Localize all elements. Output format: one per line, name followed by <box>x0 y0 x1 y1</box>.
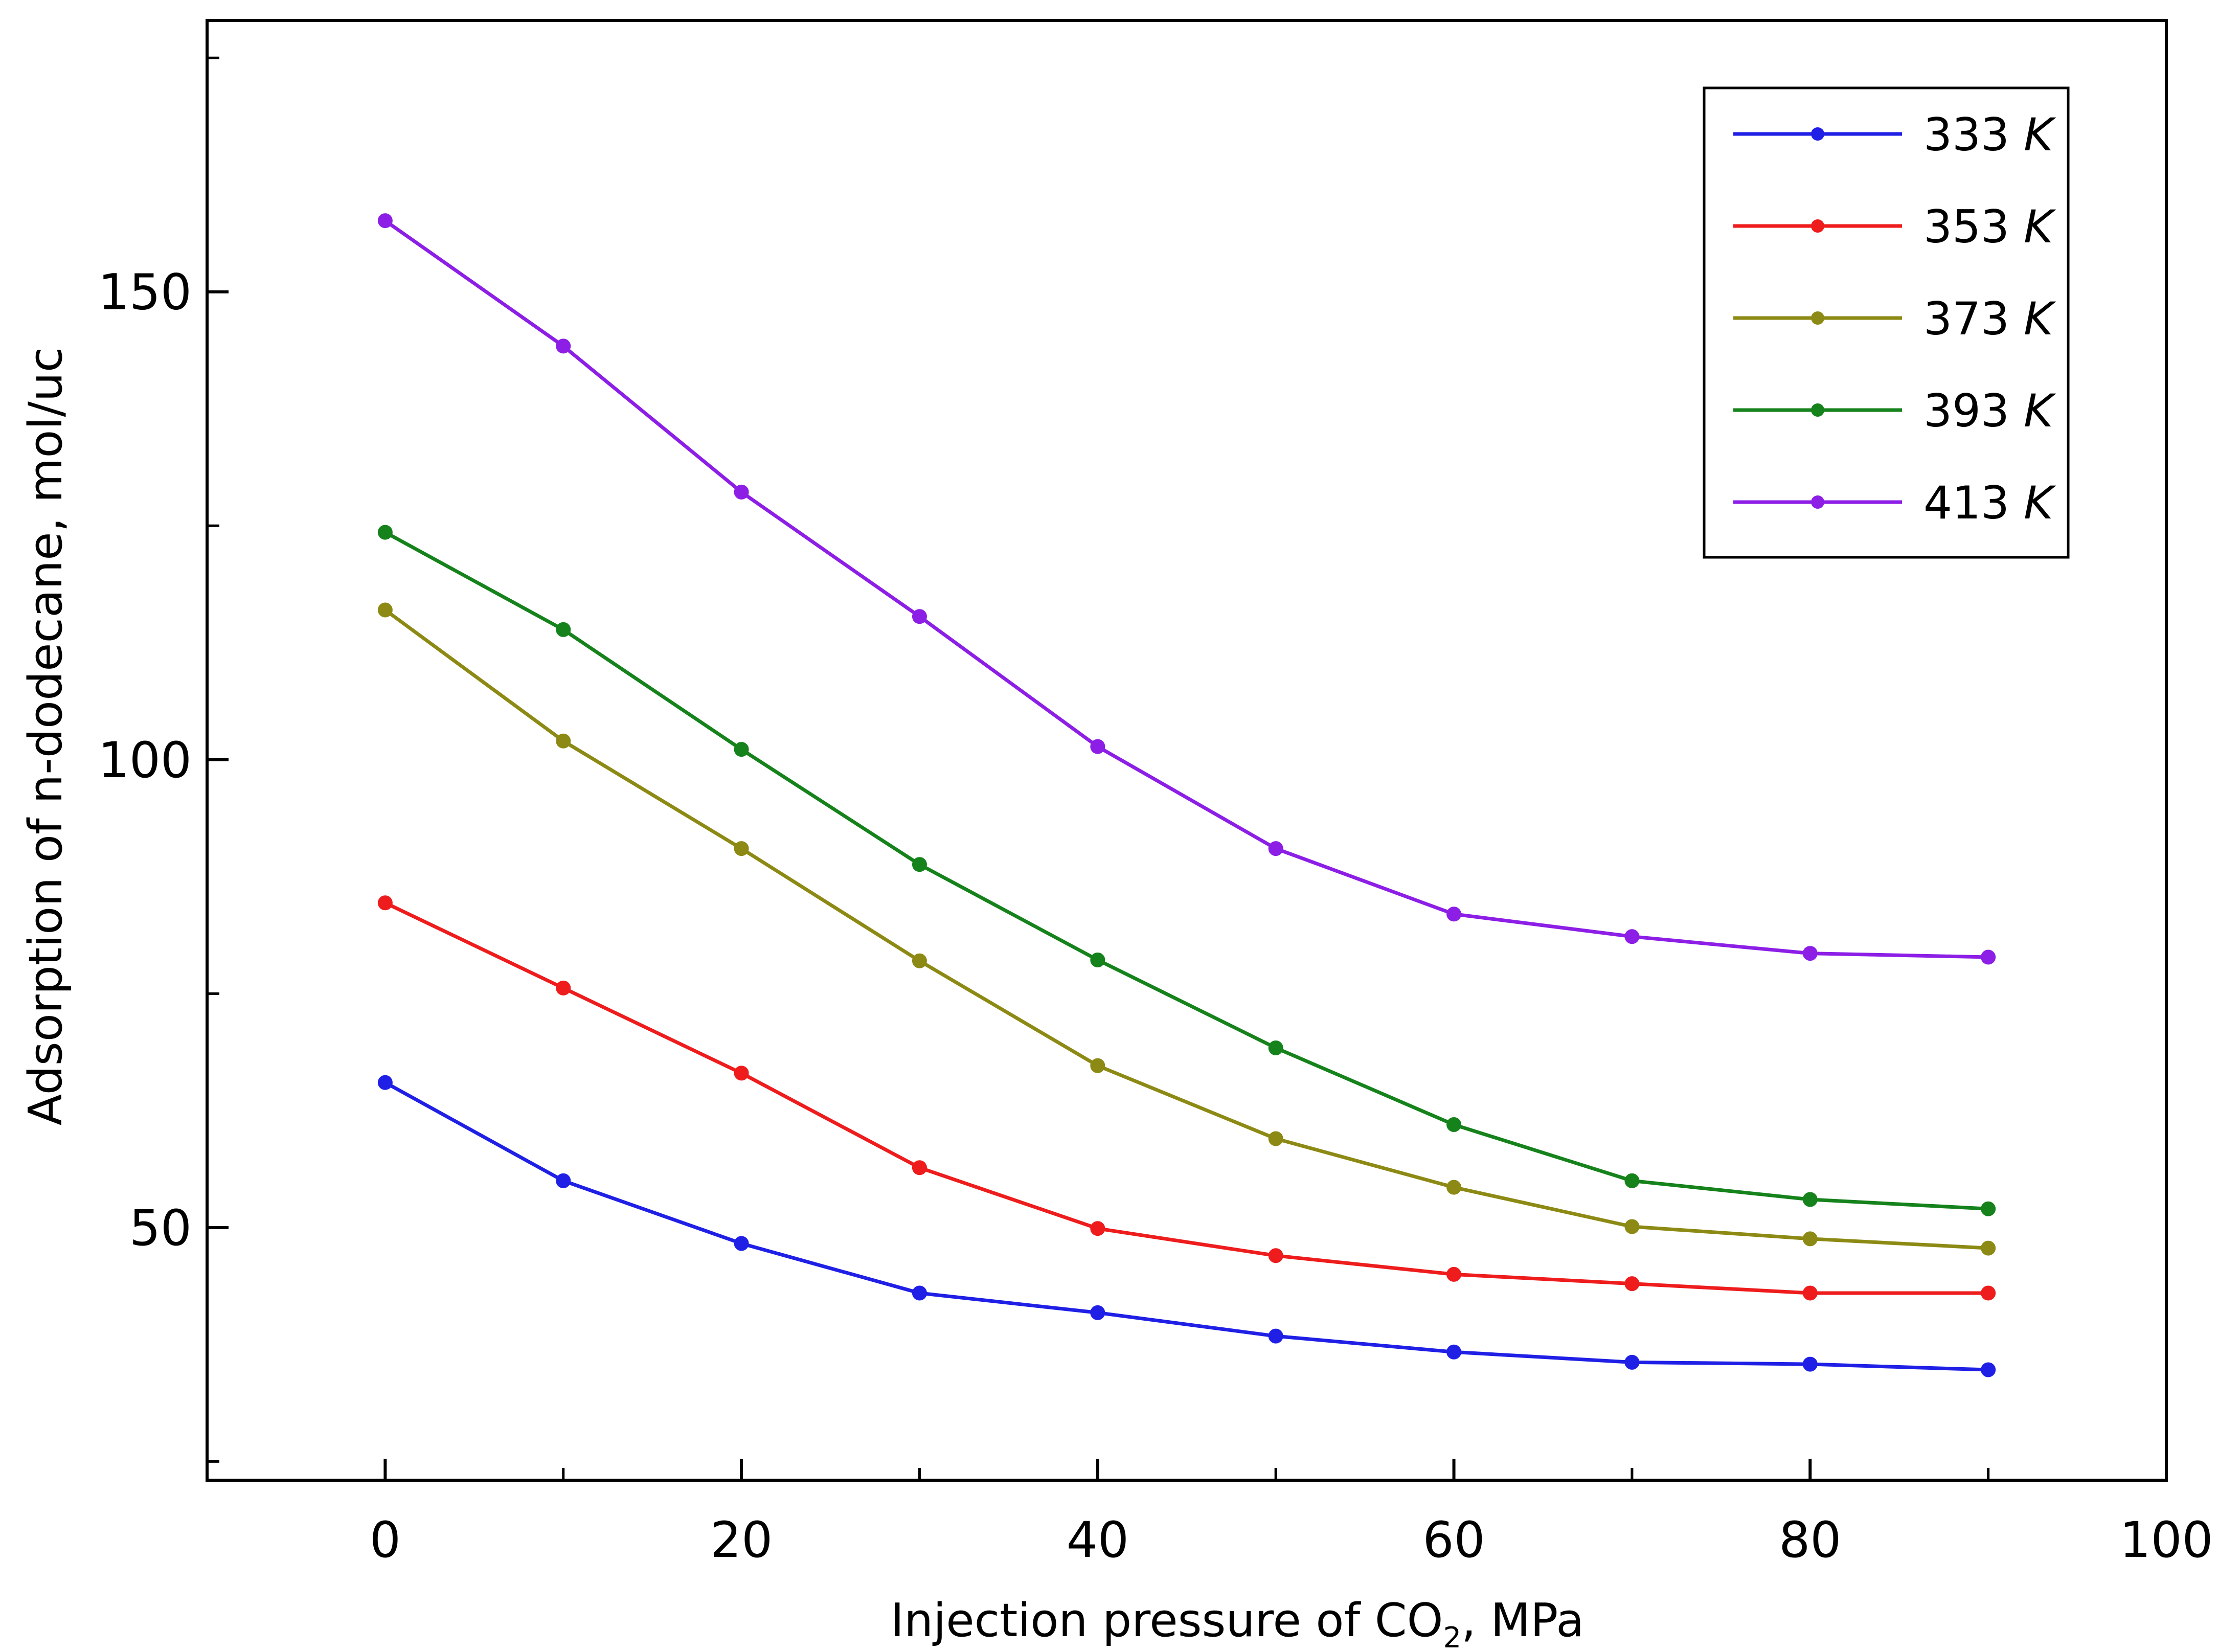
data-point <box>1624 1354 1640 1370</box>
data-point <box>912 1160 927 1175</box>
data-point <box>1268 1328 1283 1344</box>
x-tick-label: 40 <box>1067 1511 1129 1569</box>
data-point <box>1981 1201 1996 1216</box>
data-point <box>556 622 571 637</box>
data-point <box>1090 739 1105 754</box>
legend-entry-333: 333 K <box>1733 108 2056 161</box>
series-413 <box>377 213 1996 965</box>
plot-frame <box>206 19 2168 1482</box>
data-point <box>1802 1356 1818 1372</box>
data-point <box>1802 1231 1818 1247</box>
legend-swatch-marker <box>1811 495 1824 509</box>
data-point <box>1268 1131 1283 1146</box>
y-tick-label: 100 <box>98 732 192 789</box>
series-layer <box>377 213 1996 1377</box>
data-point <box>1090 1058 1105 1073</box>
data-point <box>556 980 571 995</box>
data-point <box>377 1075 393 1090</box>
legend-label: 373 K <box>1923 292 2056 345</box>
data-point <box>556 1173 571 1188</box>
data-point <box>1981 949 1996 965</box>
data-point <box>1624 929 1640 944</box>
legend: 333 K 353 K 373 K 393 K 413 K <box>1703 86 2070 559</box>
data-point <box>556 733 571 749</box>
series-333 <box>377 1075 1996 1377</box>
data-point <box>1268 1040 1283 1055</box>
x-axis-title: Injection pressure of CO2, MPa <box>891 1594 1585 1652</box>
series-line <box>384 531 1988 1211</box>
y-axis-title: Adsorption of n-dodecane, mol/uc <box>19 347 73 1126</box>
data-point <box>377 525 393 540</box>
legend-entry-353: 353 K <box>1733 200 2056 253</box>
data-point <box>1090 952 1105 967</box>
data-point <box>1802 946 1818 961</box>
data-point <box>1981 1285 1996 1301</box>
legend-swatch-marker <box>1811 311 1824 325</box>
data-point <box>1090 1221 1105 1236</box>
data-point <box>1268 1248 1283 1263</box>
series-line <box>384 1081 1988 1372</box>
x-tick-label: 100 <box>2119 1511 2213 1569</box>
data-point <box>734 1066 749 1081</box>
data-point <box>1802 1192 1818 1207</box>
legend-swatch-marker <box>1811 403 1824 417</box>
data-point <box>1802 1285 1818 1301</box>
legend-box <box>1703 86 2070 559</box>
data-point <box>734 841 749 856</box>
x-tick-label: 60 <box>1422 1511 1485 1569</box>
data-point <box>377 213 393 229</box>
data-point <box>912 1285 927 1301</box>
legend-entry-413: 413 K <box>1733 477 2056 529</box>
x-tick-label: 80 <box>1779 1511 1841 1569</box>
data-point <box>1268 841 1283 856</box>
data-point <box>1446 1266 1462 1282</box>
legend-swatch-marker <box>1811 127 1824 141</box>
data-point <box>1624 1276 1640 1292</box>
legend-label: 393 K <box>1923 384 2056 437</box>
y-tick-label: 150 <box>98 264 192 321</box>
data-point <box>1446 1180 1462 1195</box>
data-point <box>1090 1305 1105 1320</box>
data-point <box>377 602 393 618</box>
legend-label: 413 K <box>1923 477 2056 529</box>
data-point <box>1624 1219 1640 1234</box>
data-point <box>912 953 927 968</box>
legend-entry-373: 373 K <box>1733 292 2056 345</box>
x-tick-label: 20 <box>710 1511 773 1569</box>
series-353 <box>377 895 1996 1301</box>
y-axis: 50 100 150 <box>98 56 229 1463</box>
series-line <box>384 901 1988 1295</box>
series-393 <box>377 525 1996 1216</box>
data-point <box>377 895 393 911</box>
data-point <box>1446 1344 1462 1360</box>
data-point <box>912 857 927 872</box>
data-point <box>734 484 749 500</box>
data-point <box>1981 1240 1996 1256</box>
y-tick-label: 50 <box>129 1200 192 1257</box>
x-axis-title-main: Injection pressure of CO <box>891 1594 1443 1647</box>
data-point <box>1981 1362 1996 1377</box>
series-373 <box>377 602 1996 1256</box>
x-axis: 0 20 40 60 80 100 <box>370 1459 2213 1569</box>
data-point <box>556 338 571 354</box>
legend-entry-393: 393 K <box>1733 384 2056 437</box>
legend-label: 353 K <box>1923 200 2056 253</box>
legend-swatch-marker <box>1811 219 1824 233</box>
legend-label: 333 K <box>1923 108 2056 161</box>
data-point <box>1446 907 1462 922</box>
data-point <box>1624 1173 1640 1188</box>
series-line <box>384 608 1988 1250</box>
data-point <box>1446 1117 1462 1133</box>
data-point <box>734 742 749 757</box>
x-axis-title-suffix: , MPa <box>1461 1594 1584 1647</box>
x-tick-label: 0 <box>370 1511 401 1569</box>
series-line <box>384 219 1988 959</box>
data-point <box>912 609 927 624</box>
x-axis-title-subscript: 2 <box>1443 1621 1461 1652</box>
data-point <box>734 1236 749 1251</box>
